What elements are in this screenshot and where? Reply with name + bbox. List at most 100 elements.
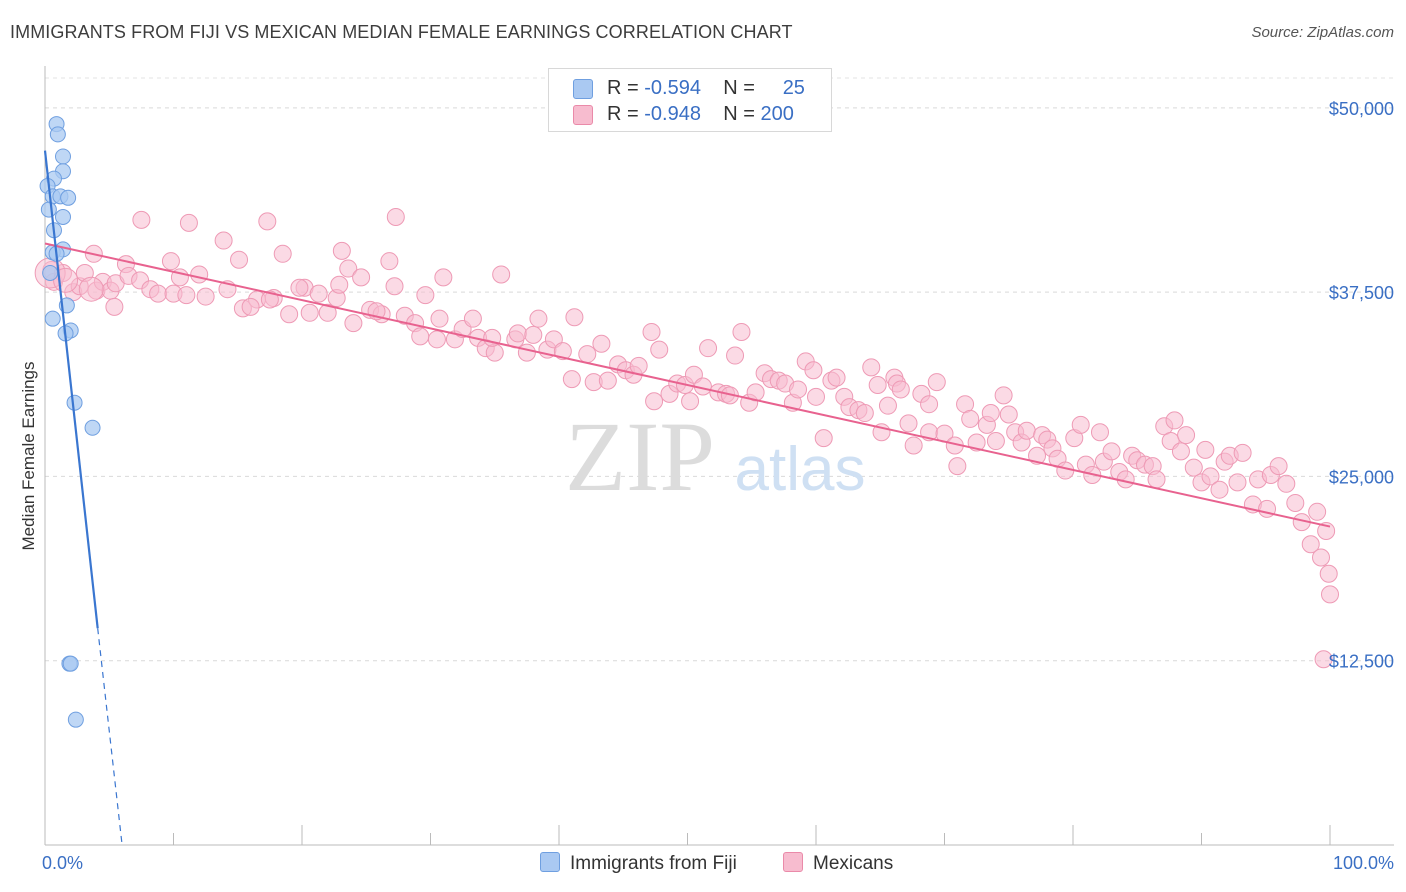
data-point-mexicans: [578, 345, 597, 364]
data-point-mexicans: [300, 303, 319, 322]
data-point-fiji: [84, 419, 101, 436]
data-point-mexicans: [868, 376, 887, 395]
bottom-swatch-fiji: [540, 852, 560, 872]
data-point-mexicans: [161, 252, 180, 271]
data-point-mexicans: [1147, 470, 1166, 489]
data-point-mexicans: [1210, 480, 1229, 499]
data-point-mexicans: [241, 297, 260, 316]
data-point-fiji: [67, 711, 84, 728]
data-point-mexicans: [1312, 548, 1331, 567]
data-point-mexicans: [1301, 535, 1320, 554]
data-point-mexicans: [961, 409, 980, 428]
data-point-mexicans: [645, 392, 664, 411]
data-point-mexicans: [1184, 458, 1203, 477]
data-point-mexicans: [804, 361, 823, 380]
data-point-mexicans: [562, 370, 581, 389]
data-point-mexicans: [592, 334, 611, 353]
data-point-fiji: [54, 148, 71, 165]
bottom-legend-label-fiji: Immigrants from Fiji: [570, 853, 737, 874]
data-point-mexicans: [1286, 493, 1305, 512]
data-point-mexicans: [339, 259, 358, 278]
data-point-mexicans: [105, 297, 124, 316]
data-point-mexicans: [416, 286, 435, 305]
data-point-mexicans: [827, 368, 846, 387]
data-point-mexicans: [650, 340, 669, 359]
data-point-mexicans: [1319, 564, 1338, 583]
data-point-fiji: [44, 310, 61, 327]
data-point-mexicans: [1177, 426, 1196, 445]
data-point-mexicans: [1090, 423, 1109, 442]
data-point-mexicans: [629, 356, 648, 375]
data-point-mexicans: [1201, 467, 1220, 486]
data-point-mexicans: [1028, 446, 1047, 465]
data-point-fiji: [66, 394, 83, 411]
watermark-zip: ZIP: [565, 401, 715, 512]
data-point-mexicans: [891, 380, 910, 399]
data-point-mexicans: [132, 210, 151, 229]
data-point-mexicans: [344, 314, 363, 333]
legend-n-label: N =: [723, 77, 761, 99]
data-point-fiji: [42, 264, 59, 281]
data-point-mexicans: [330, 275, 349, 294]
axes: [44, 66, 1394, 846]
y-tick-label: $50,000: [1329, 99, 1394, 119]
data-point-mexicans: [1277, 474, 1296, 493]
y-axis-label: Median Female Earnings: [19, 362, 38, 551]
data-point-mexicans: [492, 265, 511, 284]
data-point-mexicans: [149, 284, 168, 303]
data-point-mexicans: [1165, 411, 1184, 430]
data-point-mexicans: [78, 276, 104, 302]
data-point-mexicans: [1308, 502, 1327, 521]
data-point-mexicans: [196, 287, 215, 306]
y-tick-label: $25,000: [1329, 467, 1394, 487]
data-point-mexicans: [726, 346, 745, 365]
data-point-mexicans: [855, 404, 874, 423]
data-point-mexicans: [508, 324, 527, 343]
legend-swatch-mexicans: [573, 105, 593, 125]
data-point-mexicans: [280, 305, 299, 324]
data-point-mexicans: [524, 325, 543, 344]
data-point-mexicans: [981, 404, 1000, 423]
data-point-mexicans: [1102, 442, 1121, 461]
data-point-mexicans: [1314, 650, 1333, 669]
data-point-mexicans: [190, 265, 209, 284]
data-point-mexicans: [517, 343, 536, 362]
data-point-fiji: [40, 201, 57, 218]
series-fiji: [39, 116, 101, 728]
data-point-mexicans: [177, 286, 196, 305]
correlation-legend: R = -0.594 N = 25 R = -0.948 N = 200: [548, 68, 832, 132]
data-point-mexicans: [999, 405, 1018, 424]
bottom-legend-mexicans: Mexicans: [783, 852, 893, 875]
data-point-mexicans: [1269, 457, 1288, 476]
trend-lines: [43, 150, 1331, 846]
data-point-mexicans: [642, 322, 661, 341]
data-point-fiji: [62, 655, 79, 672]
data-point-fiji: [60, 189, 77, 206]
x-tick-right: 100.0%: [1333, 853, 1394, 873]
legend-n-value-mexicans: 200: [760, 103, 794, 125]
data-point-mexicans: [1233, 443, 1252, 462]
watermark-atlas: atlas: [735, 435, 866, 504]
data-point-mexicans: [332, 241, 351, 260]
data-point-mexicans: [260, 290, 279, 309]
legend-n-value-fiji: 25: [782, 77, 805, 99]
data-point-mexicans: [411, 327, 430, 346]
data-point-mexicans: [681, 392, 700, 411]
data-point-mexicans: [427, 330, 446, 349]
data-point-mexicans: [1017, 421, 1036, 440]
tick-labels: $12,500 $25,000 $37,500 $50,000: [1329, 99, 1394, 672]
data-point-mexicans: [732, 322, 751, 341]
chart-title: IMMIGRANTS FROM FIJI VS MEXICAN MEDIAN F…: [10, 22, 793, 42]
chart-source: Source: ZipAtlas.com: [1251, 24, 1394, 41]
data-point-mexicans: [904, 436, 923, 455]
data-point-mexicans: [309, 284, 328, 303]
data-point-mexicans: [179, 213, 198, 232]
data-point-mexicans: [994, 386, 1013, 405]
data-point-mexicans: [862, 358, 881, 377]
data-point-mexicans: [214, 231, 233, 250]
data-point-fiji: [49, 126, 66, 143]
data-point-mexicans: [927, 373, 946, 392]
data-point-mexicans: [380, 252, 399, 271]
y-tick-label: $12,500: [1329, 652, 1394, 672]
data-point-mexicans: [565, 308, 584, 327]
